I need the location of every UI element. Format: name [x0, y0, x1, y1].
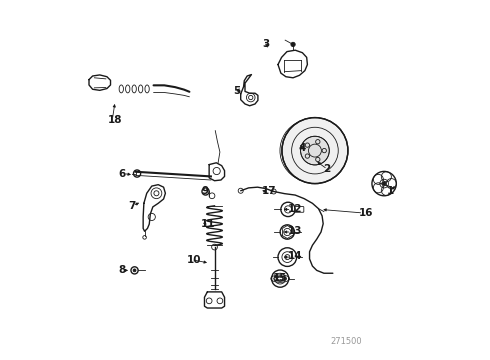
Text: 1: 1 — [387, 186, 394, 197]
Circle shape — [300, 136, 329, 165]
Text: 15: 15 — [273, 273, 288, 283]
Text: 7: 7 — [128, 201, 136, 211]
Text: 13: 13 — [287, 226, 302, 236]
Circle shape — [291, 42, 295, 46]
Text: 4: 4 — [298, 143, 305, 153]
Text: 8: 8 — [119, 265, 126, 275]
Text: 5: 5 — [234, 86, 241, 96]
Text: 9: 9 — [201, 186, 208, 197]
Circle shape — [282, 118, 348, 184]
Text: 10: 10 — [187, 255, 201, 265]
Text: 12: 12 — [287, 204, 302, 215]
Text: 14: 14 — [287, 251, 302, 261]
Circle shape — [382, 182, 386, 185]
Text: 6: 6 — [119, 168, 126, 179]
Text: 18: 18 — [108, 115, 122, 125]
Text: 3: 3 — [262, 40, 270, 49]
Text: 2: 2 — [323, 164, 330, 174]
Text: 17: 17 — [262, 186, 277, 197]
Text: 271500: 271500 — [330, 337, 362, 346]
Text: 16: 16 — [359, 208, 373, 218]
Circle shape — [133, 269, 136, 272]
Text: 11: 11 — [201, 219, 216, 229]
